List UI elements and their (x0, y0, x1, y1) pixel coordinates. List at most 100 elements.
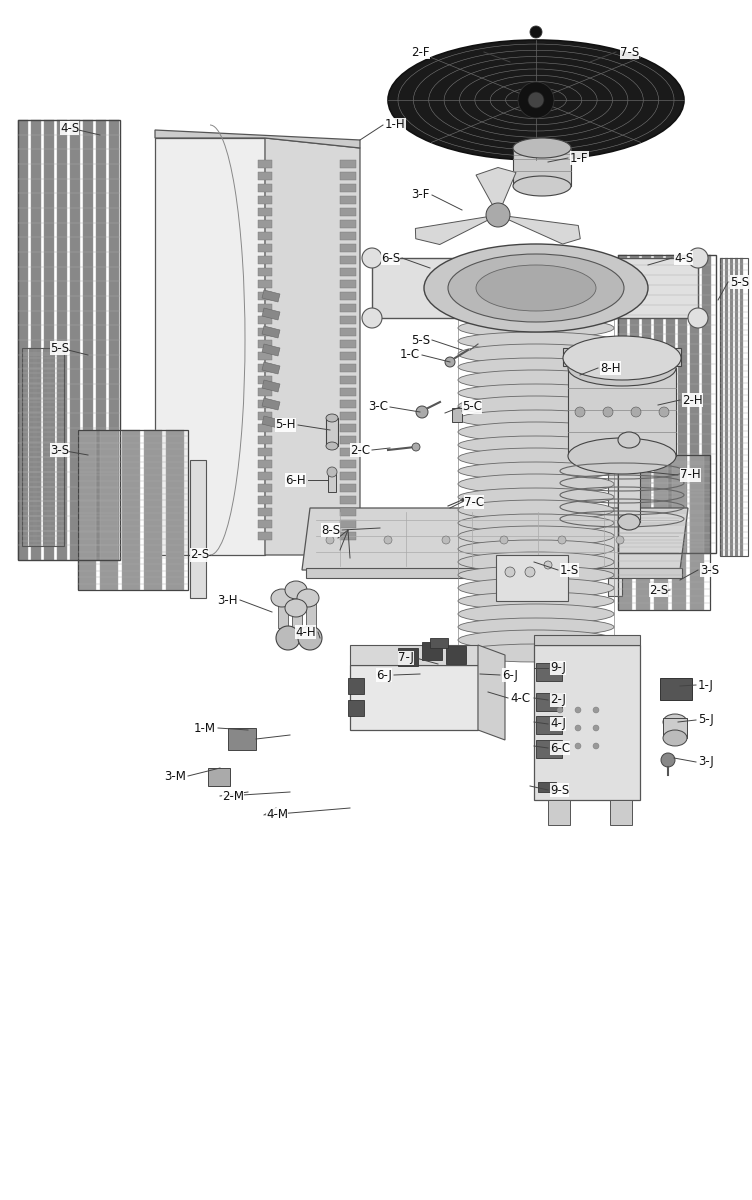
Polygon shape (258, 340, 272, 348)
Text: 7-S: 7-S (620, 46, 639, 59)
Bar (630, 254, 639, 553)
Circle shape (298, 626, 322, 650)
Bar (422, 642, 442, 660)
Polygon shape (258, 460, 272, 468)
Text: 3-M: 3-M (164, 769, 186, 782)
Ellipse shape (424, 244, 648, 332)
Circle shape (631, 407, 641, 416)
Polygon shape (258, 220, 272, 228)
Text: 3-C: 3-C (368, 401, 388, 414)
Ellipse shape (326, 442, 338, 450)
Polygon shape (340, 328, 356, 336)
Polygon shape (258, 256, 272, 264)
Ellipse shape (568, 438, 676, 474)
Polygon shape (340, 448, 356, 456)
Ellipse shape (458, 332, 614, 350)
Polygon shape (258, 400, 272, 408)
Bar (122, 430, 140, 590)
Polygon shape (340, 496, 356, 504)
Polygon shape (340, 208, 356, 216)
Text: 1-F: 1-F (570, 151, 589, 164)
Text: 9-S: 9-S (550, 784, 569, 797)
Text: 4-S: 4-S (60, 121, 79, 134)
Bar (18, 120, 120, 560)
Circle shape (442, 536, 450, 544)
Circle shape (518, 82, 554, 118)
Bar (144, 430, 162, 590)
Ellipse shape (458, 344, 614, 364)
Text: 3-H: 3-H (217, 594, 238, 606)
Bar (642, 254, 651, 553)
Polygon shape (258, 436, 272, 444)
Ellipse shape (563, 336, 681, 380)
Circle shape (327, 467, 337, 476)
Polygon shape (478, 646, 505, 740)
Bar (725, 258, 728, 556)
Ellipse shape (388, 40, 684, 160)
Text: 7-C: 7-C (464, 496, 484, 509)
Ellipse shape (568, 350, 676, 386)
Ellipse shape (458, 644, 614, 662)
Ellipse shape (618, 432, 640, 448)
Polygon shape (350, 646, 478, 665)
Text: 5-S: 5-S (50, 342, 69, 354)
Polygon shape (258, 496, 272, 504)
Ellipse shape (513, 138, 571, 158)
Bar (618, 440, 640, 522)
Polygon shape (340, 532, 356, 540)
Polygon shape (498, 215, 581, 244)
Bar (672, 455, 686, 610)
Polygon shape (262, 326, 280, 338)
Ellipse shape (458, 396, 614, 416)
Bar (536, 716, 562, 734)
Bar (57, 120, 67, 560)
Circle shape (688, 248, 708, 268)
Bar (348, 678, 364, 694)
Bar (654, 254, 663, 553)
Bar (43, 348, 48, 546)
Polygon shape (258, 472, 272, 480)
Bar (735, 258, 738, 556)
Bar (563, 348, 681, 366)
Ellipse shape (271, 589, 293, 607)
Bar (678, 254, 687, 553)
Text: 2-M: 2-M (222, 790, 244, 803)
Circle shape (557, 707, 563, 713)
Bar (618, 254, 627, 553)
Ellipse shape (458, 526, 614, 546)
Circle shape (558, 536, 566, 544)
Ellipse shape (663, 714, 687, 730)
Bar (18, 120, 28, 560)
Ellipse shape (458, 370, 614, 390)
Polygon shape (258, 424, 272, 432)
Bar (166, 430, 184, 590)
Bar (44, 120, 54, 560)
Bar (348, 700, 364, 716)
Text: 3-S: 3-S (700, 564, 719, 576)
Text: 8-S: 8-S (321, 523, 340, 536)
Polygon shape (258, 292, 272, 300)
Text: 1-J: 1-J (698, 678, 714, 691)
Polygon shape (340, 436, 356, 444)
Bar (654, 455, 668, 610)
Bar (538, 782, 556, 792)
Text: 6-C: 6-C (550, 742, 570, 755)
Circle shape (500, 536, 508, 544)
Bar (608, 458, 622, 596)
Bar (720, 258, 723, 556)
Bar (513, 148, 571, 186)
Bar (618, 455, 632, 610)
Polygon shape (258, 244, 272, 252)
Bar (636, 455, 650, 610)
Bar (70, 120, 80, 560)
Bar (690, 455, 704, 610)
Ellipse shape (458, 436, 614, 454)
Polygon shape (340, 184, 356, 192)
Ellipse shape (458, 462, 614, 480)
Text: 1-S: 1-S (560, 564, 579, 576)
Bar (228, 728, 256, 750)
Text: 4-H: 4-H (296, 625, 316, 638)
Polygon shape (340, 472, 356, 480)
Ellipse shape (458, 448, 614, 468)
Ellipse shape (458, 630, 614, 650)
